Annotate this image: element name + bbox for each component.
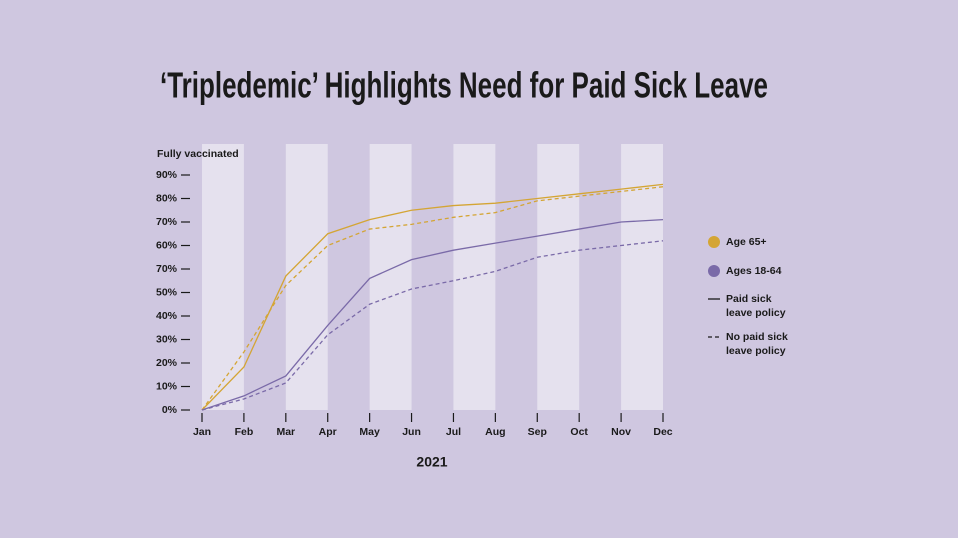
band <box>453 144 496 410</box>
y-axis-label: Fully vaccinated <box>157 148 239 160</box>
series-line <box>201 219 664 411</box>
legend-label: No paid sick leave policy <box>726 331 788 357</box>
x-tick-label: Oct <box>570 426 588 438</box>
x-tick-label: May <box>359 426 380 438</box>
y-tick-label: 70% <box>156 263 178 275</box>
y-tick-label: 30% <box>156 333 178 345</box>
series-line <box>201 186 664 411</box>
y-tick-label: 50% <box>156 286 178 298</box>
y-tick-label: 70% <box>156 216 178 228</box>
band <box>537 144 580 410</box>
legend-dot <box>708 265 720 277</box>
legend-dot <box>708 236 720 248</box>
x-tick-label: Feb <box>235 426 254 438</box>
shading <box>202 144 663 410</box>
band <box>285 144 328 410</box>
x-tick-label: Nov <box>611 426 631 438</box>
y-tick-label: 20% <box>156 357 178 369</box>
series-line <box>201 240 664 411</box>
x-tick-label: Jan <box>193 426 211 438</box>
x-tick-label: Dec <box>653 426 672 438</box>
chart-title: ‘Tripledemic’ Highlights Need for Paid S… <box>160 65 768 106</box>
y-tick-label: 60% <box>156 239 178 251</box>
y-tick-label: 0% <box>162 404 178 416</box>
y-tick-label: 90% <box>156 169 178 181</box>
x-tick-label: Sep <box>528 426 547 438</box>
x-tick-label: Jul <box>446 426 461 438</box>
band <box>202 144 244 410</box>
x-axis-label: 2021 <box>416 454 447 470</box>
x-tick-label: Apr <box>319 426 337 438</box>
band <box>369 144 412 410</box>
y-tick-label: 80% <box>156 192 178 204</box>
y-tick-label: 10% <box>156 380 178 392</box>
y-tick-label: 40% <box>156 310 178 322</box>
x-tick-label: Jun <box>402 426 421 438</box>
legend-label: Age 65+ <box>726 236 767 248</box>
band <box>621 144 663 410</box>
x-tick-label: Aug <box>485 426 505 438</box>
legend-label: Ages 18-64 <box>726 265 782 277</box>
legend-label: Paid sick leave policy <box>726 293 786 319</box>
series-line <box>201 183 664 411</box>
x-tick-label: Mar <box>276 426 295 438</box>
